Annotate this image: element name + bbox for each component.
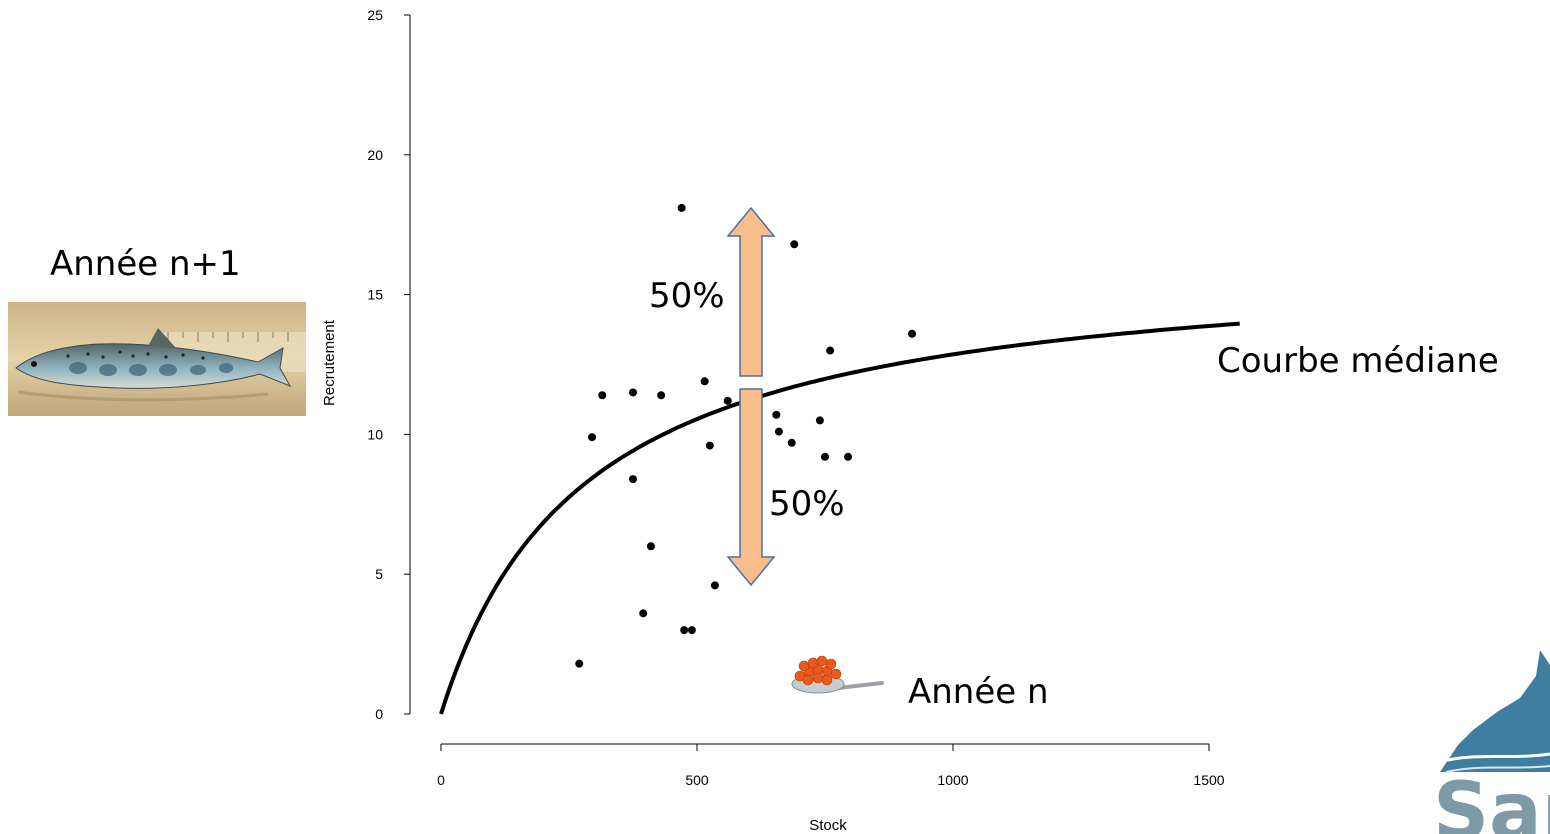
samaqa-logo: Sam bbox=[1433, 650, 1550, 834]
up-percent-label: 50% bbox=[649, 276, 725, 316]
data-points bbox=[575, 203, 917, 668]
y-tick-label: 20 bbox=[367, 147, 383, 163]
data-point bbox=[575, 659, 584, 668]
y-tick-label: 0 bbox=[375, 706, 383, 722]
down-percent-label: 50% bbox=[769, 484, 845, 524]
x-tick-label: 1500 bbox=[1193, 772, 1224, 788]
data-point bbox=[657, 391, 666, 400]
data-point bbox=[844, 452, 853, 461]
data-point bbox=[908, 329, 917, 338]
x-tick-label: 1000 bbox=[937, 772, 968, 788]
data-point bbox=[680, 626, 689, 635]
data-point bbox=[629, 475, 637, 484]
data-point bbox=[821, 452, 829, 461]
fish-eggs-spoon-icon bbox=[791, 655, 884, 694]
data-point bbox=[774, 427, 783, 436]
data-point bbox=[787, 438, 796, 447]
data-point bbox=[639, 609, 648, 618]
data-point bbox=[723, 396, 732, 405]
x-tick-label: 500 bbox=[685, 772, 709, 788]
data-point bbox=[826, 346, 835, 355]
data-point bbox=[790, 240, 799, 249]
data-point bbox=[646, 542, 655, 551]
year-next-label: Année n+1 bbox=[50, 244, 241, 284]
x-tick-label: 0 bbox=[437, 772, 445, 788]
data-point bbox=[687, 626, 696, 635]
data-point bbox=[710, 581, 719, 590]
y-tick-label: 5 bbox=[375, 566, 383, 582]
x-axis: 0 500 1000 1500 bbox=[437, 743, 1225, 788]
data-point bbox=[598, 391, 607, 400]
down-arrow bbox=[726, 388, 776, 587]
y-tick-label: 25 bbox=[367, 7, 383, 23]
up-arrow bbox=[726, 206, 776, 377]
median-curve bbox=[439, 321, 1240, 715]
data-point bbox=[588, 433, 597, 442]
fish-photo bbox=[8, 302, 306, 416]
y-axis-title: Recrutement bbox=[321, 319, 338, 406]
data-point bbox=[677, 203, 686, 212]
x-axis-title: Stock bbox=[809, 817, 847, 834]
logo-text: Sam bbox=[1433, 767, 1550, 834]
data-point bbox=[705, 441, 714, 450]
y-tick-label: 10 bbox=[367, 426, 383, 442]
y-tick-label: 15 bbox=[367, 287, 383, 303]
median-curve-label: Courbe médiane bbox=[1217, 341, 1499, 381]
data-point bbox=[629, 388, 637, 397]
year-current-label: Année n bbox=[908, 672, 1049, 712]
data-point bbox=[815, 416, 824, 425]
data-point bbox=[772, 410, 781, 419]
y-axis: 0 5 10 15 20 25 bbox=[367, 7, 411, 722]
data-point bbox=[700, 377, 709, 386]
